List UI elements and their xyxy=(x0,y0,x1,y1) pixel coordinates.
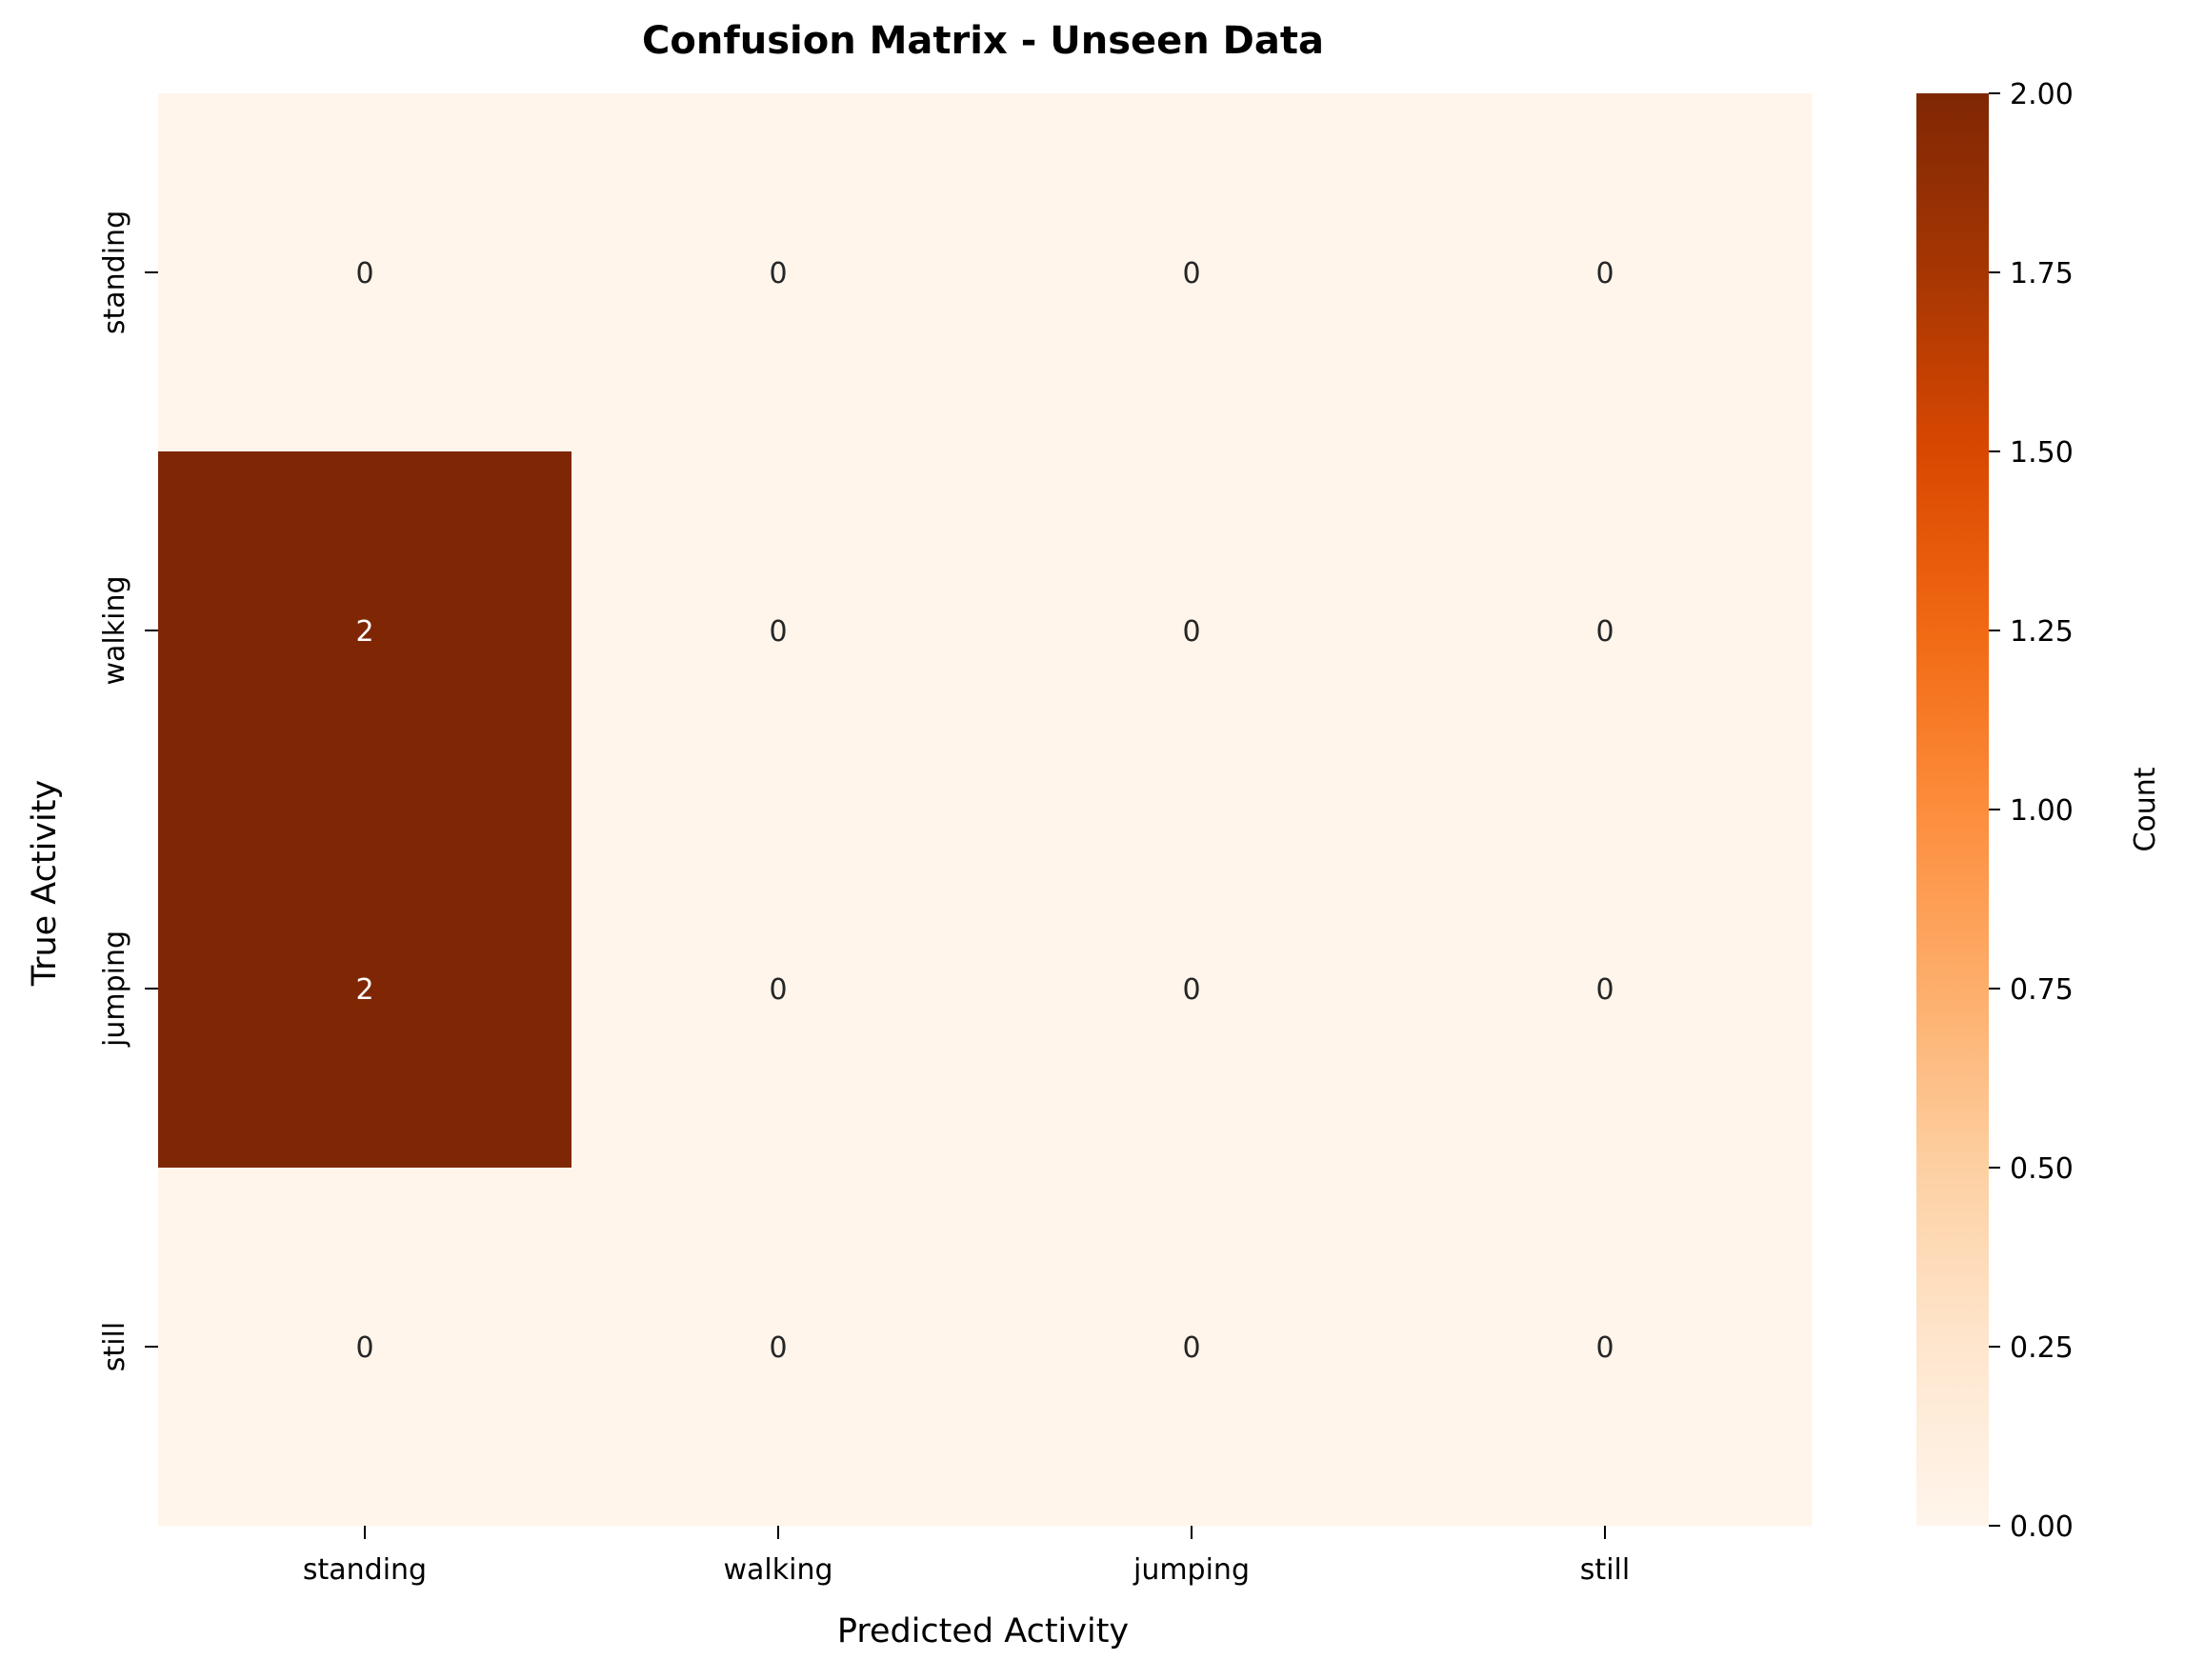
y-tick-label: walking xyxy=(98,575,131,685)
heatmap-cell xyxy=(1398,1168,1813,1527)
y-axis: standing walking jumping still xyxy=(98,210,158,1371)
x-axis-label: Predicted Activity xyxy=(837,1612,1129,1650)
colorbar-tick-label: 1.00 xyxy=(2010,794,2074,828)
cell-value-label: 2 xyxy=(355,615,373,649)
heatmap-cell xyxy=(571,1168,986,1527)
colorbar-label: Count xyxy=(2129,767,2162,851)
heatmap-cell xyxy=(985,810,1399,1169)
y-tick-label: standing xyxy=(98,210,131,334)
x-axis: standing walking jumping still xyxy=(303,1526,1630,1587)
colorbar-tick-label: 1.25 xyxy=(2010,615,2074,649)
heatmap-cell xyxy=(985,93,1399,452)
heatmap-cell xyxy=(571,451,986,810)
colorbar-tick-label: 0.25 xyxy=(2010,1331,2074,1365)
heatmap-cells xyxy=(158,93,1813,1527)
chart-title: Confusion Matrix - Unseen Data xyxy=(642,19,1324,63)
cell-value-label: 0 xyxy=(355,257,373,290)
x-tick-label: still xyxy=(1580,1553,1630,1587)
cell-value-label: 0 xyxy=(1595,257,1614,290)
cell-value-label: 0 xyxy=(1595,973,1614,1007)
colorbar-tick-label: 0.75 xyxy=(2010,973,2074,1007)
colorbar-tick-label: 0.50 xyxy=(2010,1152,2074,1186)
heatmap-cell xyxy=(1398,451,1813,810)
y-axis-label: True Activity xyxy=(26,780,64,987)
colorbar-axis: 0.00 0.25 0.50 0.75 1.00 1.25 1.50 1.75 2.00 xyxy=(1989,78,2074,1544)
cell-annotations: 0 0 0 0 2 0 0 0 2 0 0 0 0 0 0 0 xyxy=(355,257,1614,1365)
colorbar-tick-label: 1.50 xyxy=(2010,436,2074,470)
heatmap-cell xyxy=(158,810,572,1169)
colorbar-tick-label: 1.75 xyxy=(2010,257,2074,290)
cell-value-label: 0 xyxy=(1595,1331,1614,1365)
cell-value-label: 0 xyxy=(1595,615,1614,649)
heatmap-cell xyxy=(1398,93,1813,452)
cell-value-label: 2 xyxy=(355,973,373,1007)
cell-value-label: 0 xyxy=(1182,1331,1200,1365)
cell-value-label: 0 xyxy=(769,1331,787,1365)
cell-value-label: 0 xyxy=(1182,615,1200,649)
colorbar xyxy=(1916,93,1989,1526)
heatmap-cell xyxy=(985,1168,1399,1527)
cell-value-label: 0 xyxy=(355,1331,373,1365)
colorbar-tick-label: 2.00 xyxy=(2010,78,2074,111)
x-tick-label: walking xyxy=(723,1553,832,1587)
cell-value-label: 0 xyxy=(769,615,787,649)
x-tick-label: jumping xyxy=(1133,1553,1250,1587)
x-tick-label: standing xyxy=(303,1553,427,1587)
heatmap-cell xyxy=(571,93,986,452)
heatmap-cell xyxy=(158,93,572,452)
heatmap-cell xyxy=(158,451,572,810)
heatmap-cell xyxy=(158,1168,572,1527)
cell-value-label: 0 xyxy=(769,257,787,290)
colorbar-tick-label: 0.00 xyxy=(2010,1510,2074,1544)
heatmap-cell xyxy=(571,810,986,1169)
cell-value-label: 0 xyxy=(1182,973,1200,1007)
y-tick-label: jumping xyxy=(98,930,131,1048)
heatmap-cell xyxy=(985,451,1399,810)
y-tick-label: still xyxy=(98,1322,131,1371)
cell-value-label: 0 xyxy=(1182,257,1200,290)
heatmap-cell xyxy=(1398,810,1813,1169)
cell-value-label: 0 xyxy=(769,973,787,1007)
